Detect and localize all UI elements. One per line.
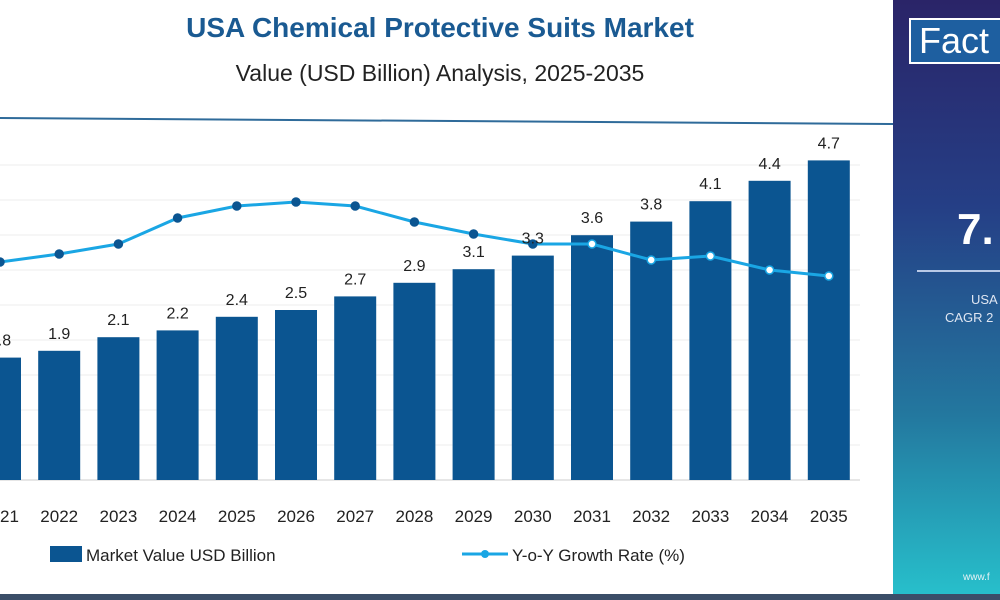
growth-marker-2025: [232, 201, 242, 211]
growth-marker-2022: [54, 249, 64, 259]
bar-2035: [807, 160, 850, 480]
bar-2025: [215, 316, 258, 480]
bar-2030: [511, 255, 554, 480]
bar-2023: [97, 337, 140, 480]
bar-value-label: 3.6: [581, 210, 603, 227]
bar-value-label: 2.4: [226, 292, 248, 309]
bar-2029: [452, 269, 495, 480]
bar-value-label: 1.8: [0, 333, 11, 350]
growth-marker-2035: [824, 271, 834, 281]
bar-value-label: 2.5: [285, 285, 307, 302]
x-tick-label: 2026: [277, 507, 315, 526]
x-tick-label: 2034: [751, 507, 789, 526]
bar-value-label: 3.3: [522, 231, 544, 248]
cagr-label: CAGR 2: [945, 310, 994, 325]
growth-marker-2024: [172, 213, 183, 223]
bottom-border: [0, 594, 1000, 600]
x-tick-label: 2022: [40, 507, 78, 526]
growth-marker-2033: [705, 251, 716, 261]
bar-value-label: 3.8: [640, 197, 662, 214]
growth-marker-2031: [587, 239, 597, 249]
growth-marker-2032: [646, 255, 656, 265]
growth-marker-2028: [409, 217, 420, 227]
bar-value-label: 2.2: [166, 305, 188, 322]
x-tick-label: 2031: [573, 507, 611, 526]
legend-bar-label: Market Value USD Billion: [86, 546, 276, 565]
chart-subtitle: Value (USD Billion) Analysis, 2025-2035: [235, 60, 645, 86]
header-rule: [0, 117, 893, 125]
bar-2033: [689, 201, 732, 480]
growth-marker-2034: [764, 265, 775, 275]
bar-value-label: 4.7: [818, 135, 840, 152]
growth-marker-2030: [528, 239, 538, 249]
chart-area: 1.8 2021 1.9 2022 2.1 2023 2.2 2024 2.4 2025 2.5 20…: [0, 117, 893, 565]
x-tick-label: 2021: [0, 507, 19, 526]
bar-2031: [571, 235, 613, 480]
x-tick-label: 2023: [99, 507, 137, 526]
legend-line-marker: [481, 550, 489, 558]
bar-value-label: 3.1: [462, 244, 484, 261]
x-tick-label: 2027: [336, 507, 374, 526]
brand-logo: Fact: [909, 18, 1000, 64]
cagr-region: USA: [971, 292, 998, 307]
divider: [917, 270, 1000, 272]
legend-line-label: Y-o-Y Growth Rate (%): [512, 546, 685, 565]
chart-title: USA Chemical Protective Suits Market: [186, 12, 694, 43]
x-tick-label: 2035: [810, 507, 848, 526]
bar-2028: [393, 282, 436, 480]
bar-value-label: 4.1: [699, 176, 721, 193]
x-tick-label: 2028: [395, 507, 433, 526]
legend-bar-swatch: [50, 546, 82, 562]
growth-marker-2029: [468, 229, 479, 239]
bar-2022: [38, 350, 81, 480]
bar-value-label: 2.9: [403, 258, 425, 275]
website-link[interactable]: www.f: [963, 572, 990, 583]
x-tick-label: 2032: [632, 507, 670, 526]
cagr-value: 7.: [957, 205, 994, 254]
bar-value-label: 1.9: [48, 326, 70, 343]
x-tick-label: 2029: [455, 507, 493, 526]
growth-marker-2027: [350, 201, 360, 211]
growth-marker-2021: [0, 257, 5, 267]
bar-value-label: 2.1: [107, 312, 129, 329]
bar-value-label: 2.7: [344, 271, 366, 288]
bar-value-label: 4.4: [758, 156, 780, 173]
bar-2027: [334, 296, 377, 480]
bar-2034: [748, 180, 791, 481]
x-tick-label: 2025: [218, 507, 256, 526]
bar-2021: [0, 357, 21, 480]
x-tick-label: 2030: [514, 507, 552, 526]
bar-2024: [156, 330, 199, 480]
growth-marker-2026: [291, 197, 301, 207]
x-tick-label: 2033: [691, 507, 729, 526]
x-tick-label: 2024: [159, 507, 197, 526]
growth-marker-2023: [113, 239, 124, 249]
side-panel: Fact 7. USA CAGR 2 www.f: [893, 0, 1000, 594]
bar-2026: [275, 310, 317, 480]
